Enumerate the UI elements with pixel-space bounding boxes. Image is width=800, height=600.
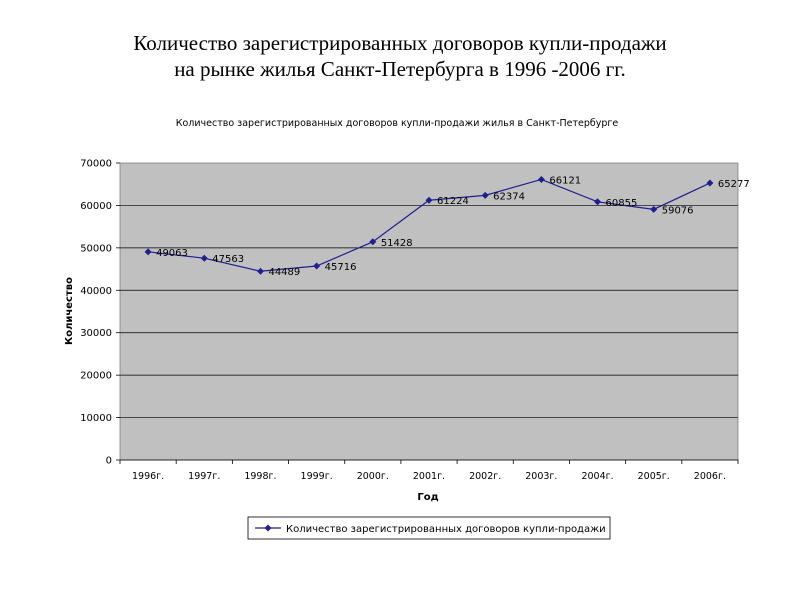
x-tick-label: 2000г. [357,471,389,482]
legend-box [247,516,611,540]
data-point [706,179,714,187]
x-axis: 1996г. 1997г. 1998г. 1999г. 2000г. 2001г. 2002… [119,459,739,482]
data-point [200,254,208,262]
x-tick-label: 1996г. [132,471,164,482]
y-tick-label: 50000 [80,243,112,254]
x-tick-label: 2003г. [525,471,557,482]
series-layer: 49063 47563 44489 45716 51428 61224 62374 66121… [144,175,750,278]
data-point [650,205,658,213]
gridlines [120,205,738,418]
x-tick-label: 1999г. [301,471,333,482]
plot-area [119,162,739,461]
data-point [256,267,264,275]
y-tick-label: 40000 [80,286,112,297]
legend: Количество зарегистрированных договоров … [247,516,611,540]
data-label: 44489 [268,267,300,278]
y-axis-title: Количество [64,277,75,345]
slide-title-line-2: на рынке жилья Санкт-Петербурга в 1996 -… [174,57,626,81]
data-label: 59076 [662,205,694,216]
x-tick-label: 2005г. [638,471,670,482]
data-point [144,248,152,256]
y-tick-label: 60000 [80,201,112,212]
y-tick-label: 70000 [80,159,112,170]
data-label: 62374 [493,191,525,202]
data-point [481,191,489,199]
data-label: 47563 [212,254,244,265]
legend-label: Количество зарегистрированных договоров … [286,524,606,535]
x-tick-label: 1998г. [244,471,276,482]
legend-marker-diamond [264,524,272,532]
data-label: 51428 [381,238,413,249]
x-tick-label: 1997г. [188,471,220,482]
slide-title-line-1: Количество зарегистрированных договоров … [133,31,667,55]
data-point [594,198,602,206]
data-label: 60855 [606,198,638,209]
data-label: 49063 [156,248,188,259]
x-tick-label: 2001г. [413,471,445,482]
data-point [425,196,433,204]
data-label: 61224 [437,196,469,207]
x-tick-label: 2006г. [694,471,726,482]
data-point [313,262,321,270]
x-tick-label: 2004г. [581,471,613,482]
y-tick-label: 10000 [80,413,112,424]
data-point [537,175,545,183]
data-label: 65277 [718,179,750,190]
data-point [369,238,377,246]
data-label: 66121 [549,175,581,186]
y-tick-label: 30000 [80,328,112,339]
y-tick-label: 20000 [80,371,112,382]
x-tick-label: 2002г. [469,471,501,482]
x-axis-title: Год [417,492,438,503]
y-axis: 0 10000 20000 30000 40000 50000 60000 70000 [80,159,120,467]
y-tick-label: 0 [106,456,112,467]
data-label: 45716 [325,262,357,273]
chart-title: Количество зарегистрированных договоров … [176,118,619,129]
slide-title: Количество зарегистрированных договоров … [0,30,800,82]
